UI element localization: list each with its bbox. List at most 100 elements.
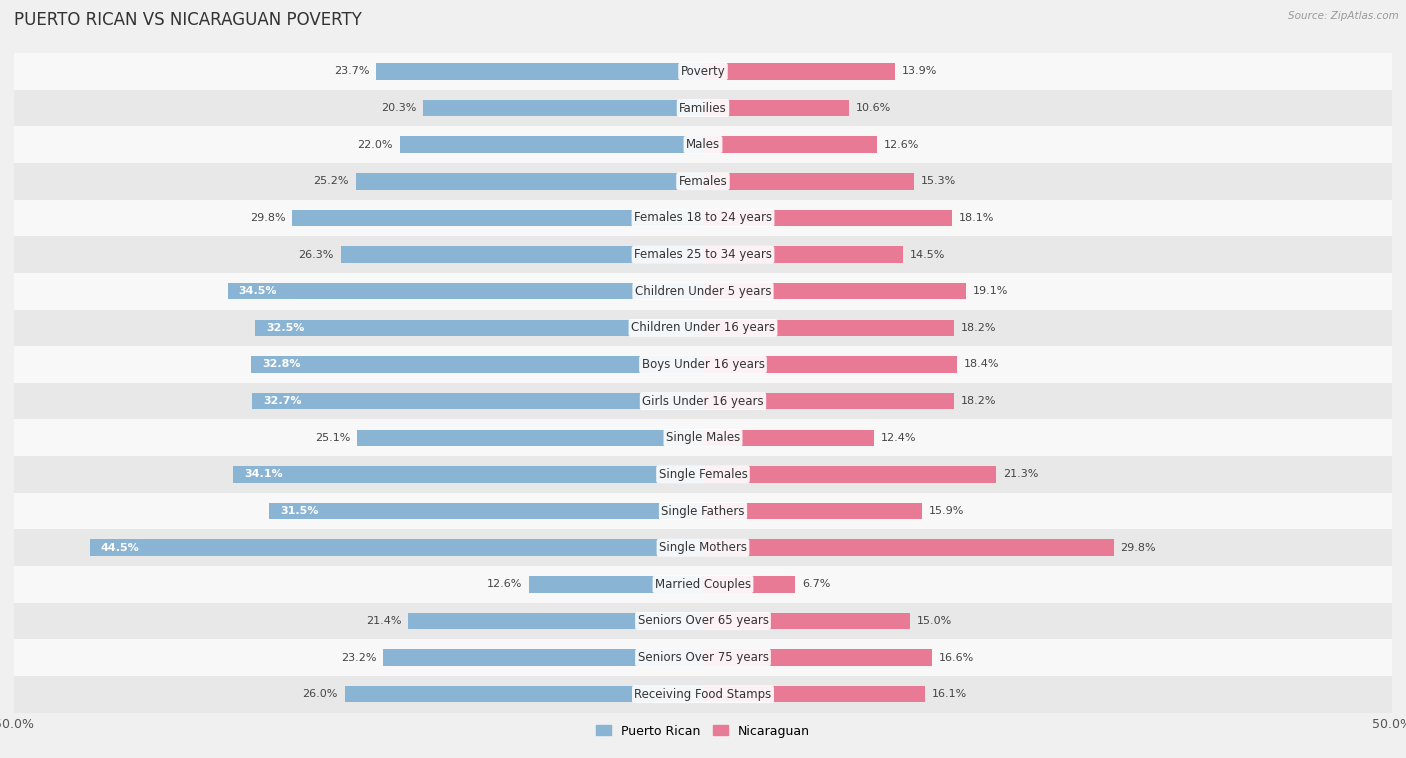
Text: Source: ZipAtlas.com: Source: ZipAtlas.com	[1288, 11, 1399, 21]
Bar	[254, 320, 703, 336]
Bar	[703, 650, 932, 666]
Text: Females 18 to 24 years: Females 18 to 24 years	[634, 211, 772, 224]
Bar	[340, 246, 703, 263]
Bar	[14, 456, 1392, 493]
Text: 15.9%: 15.9%	[929, 506, 965, 516]
Bar	[703, 246, 903, 263]
Bar	[14, 199, 1392, 236]
Text: 12.6%: 12.6%	[883, 139, 920, 149]
Bar	[703, 356, 956, 373]
Text: 16.1%: 16.1%	[932, 689, 967, 699]
Text: PUERTO RICAN VS NICARAGUAN POVERTY: PUERTO RICAN VS NICARAGUAN POVERTY	[14, 11, 361, 30]
Text: 32.8%: 32.8%	[262, 359, 301, 369]
Text: 19.1%: 19.1%	[973, 287, 1008, 296]
Bar	[14, 127, 1392, 163]
Text: 29.8%: 29.8%	[250, 213, 285, 223]
Text: 16.6%: 16.6%	[939, 653, 974, 662]
Text: Single Fathers: Single Fathers	[661, 505, 745, 518]
Bar	[14, 236, 1392, 273]
Bar	[357, 430, 703, 446]
Text: Poverty: Poverty	[681, 65, 725, 78]
Bar	[356, 173, 703, 190]
Bar	[14, 53, 1392, 89]
Text: Males: Males	[686, 138, 720, 151]
Bar	[423, 100, 703, 116]
Text: Females 25 to 34 years: Females 25 to 34 years	[634, 248, 772, 261]
Text: 34.5%: 34.5%	[239, 287, 277, 296]
Bar	[703, 136, 876, 153]
Bar	[703, 173, 914, 190]
Text: Families: Families	[679, 102, 727, 114]
Bar	[90, 540, 703, 556]
Text: 25.2%: 25.2%	[314, 177, 349, 186]
Bar	[384, 650, 703, 666]
Bar	[252, 356, 703, 373]
Text: Single Females: Single Females	[658, 468, 748, 481]
Bar	[253, 393, 703, 409]
Text: 32.7%: 32.7%	[263, 396, 302, 406]
Bar	[292, 210, 703, 226]
Bar	[14, 273, 1392, 309]
Bar	[14, 346, 1392, 383]
Bar	[14, 566, 1392, 603]
Bar	[228, 283, 703, 299]
Bar	[14, 676, 1392, 713]
Text: 18.2%: 18.2%	[960, 396, 997, 406]
Bar	[14, 419, 1392, 456]
Bar	[377, 63, 703, 80]
Text: Boys Under 16 years: Boys Under 16 years	[641, 358, 765, 371]
Bar	[269, 503, 703, 519]
Text: 15.3%: 15.3%	[921, 177, 956, 186]
Text: Seniors Over 75 years: Seniors Over 75 years	[637, 651, 769, 664]
Text: 32.5%: 32.5%	[266, 323, 305, 333]
Bar	[14, 639, 1392, 676]
Text: 34.1%: 34.1%	[245, 469, 283, 479]
Bar	[703, 430, 875, 446]
Text: 12.6%: 12.6%	[486, 579, 523, 589]
Text: 15.0%: 15.0%	[917, 616, 952, 626]
Text: Children Under 5 years: Children Under 5 years	[634, 285, 772, 298]
Bar	[14, 89, 1392, 127]
Text: 18.2%: 18.2%	[960, 323, 997, 333]
Text: 18.4%: 18.4%	[963, 359, 998, 369]
Bar	[703, 210, 952, 226]
Text: 12.4%: 12.4%	[880, 433, 917, 443]
Bar	[14, 529, 1392, 566]
Bar	[530, 576, 703, 593]
Bar	[703, 63, 894, 80]
Bar	[344, 686, 703, 703]
Bar	[14, 493, 1392, 529]
Text: 18.1%: 18.1%	[959, 213, 994, 223]
Text: Single Mothers: Single Mothers	[659, 541, 747, 554]
Text: 26.3%: 26.3%	[298, 249, 333, 259]
Bar	[703, 100, 849, 116]
Text: 21.4%: 21.4%	[366, 616, 401, 626]
Bar	[14, 383, 1392, 419]
Text: 10.6%: 10.6%	[856, 103, 891, 113]
Text: Single Males: Single Males	[666, 431, 740, 444]
Text: Children Under 16 years: Children Under 16 years	[631, 321, 775, 334]
Text: Seniors Over 65 years: Seniors Over 65 years	[637, 615, 769, 628]
Bar	[14, 163, 1392, 199]
Bar	[703, 576, 796, 593]
Text: 14.5%: 14.5%	[910, 249, 945, 259]
Bar	[408, 612, 703, 629]
Bar	[703, 540, 1114, 556]
Text: 21.3%: 21.3%	[1004, 469, 1039, 479]
Text: 29.8%: 29.8%	[1121, 543, 1156, 553]
Bar	[703, 466, 997, 483]
Text: 26.0%: 26.0%	[302, 689, 337, 699]
Text: Receiving Food Stamps: Receiving Food Stamps	[634, 688, 772, 700]
Bar	[703, 612, 910, 629]
Text: Married Couples: Married Couples	[655, 578, 751, 590]
Bar	[233, 466, 703, 483]
Text: 22.0%: 22.0%	[357, 139, 392, 149]
Bar	[14, 309, 1392, 346]
Text: Girls Under 16 years: Girls Under 16 years	[643, 395, 763, 408]
Bar	[703, 283, 966, 299]
Text: 13.9%: 13.9%	[901, 67, 936, 77]
Bar	[14, 603, 1392, 639]
Text: 44.5%: 44.5%	[101, 543, 139, 553]
Text: 20.3%: 20.3%	[381, 103, 416, 113]
Legend: Puerto Rican, Nicaraguan: Puerto Rican, Nicaraguan	[591, 719, 815, 743]
